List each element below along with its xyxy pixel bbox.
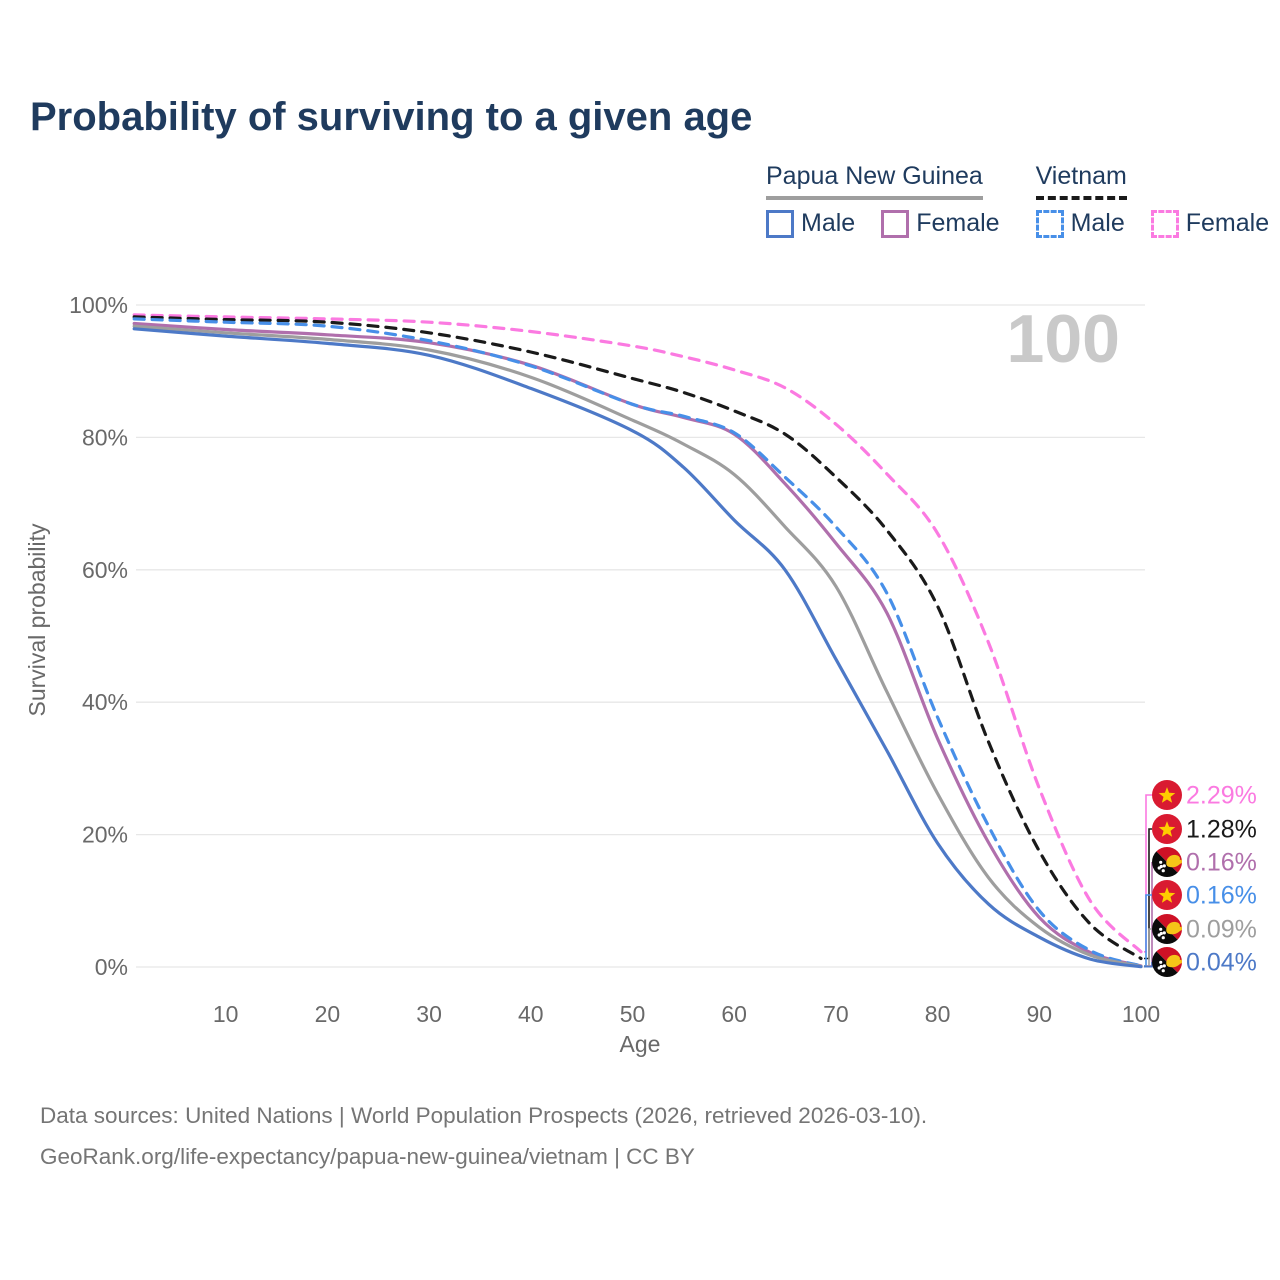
dashed-line-swatch-icon [1150,209,1179,238]
solid-line-swatch-icon [881,209,910,238]
y-tick-label: 100% [69,292,128,318]
y-tick-label: 60% [82,557,128,583]
watermark-100: 100 [1007,301,1120,377]
legend-group-vietnam: Vietnam Male Female [1035,162,1270,238]
flag-part [1159,960,1163,964]
legend-group-title: Papua New Guinea [766,162,983,200]
dashed-line-swatch-icon [1035,209,1064,238]
x-axis-title: Age [620,1031,661,1057]
end-label-vietnam-female: 2.29% [1186,782,1257,810]
end-label-papua-new-guinea-male: 0.04% [1186,949,1257,977]
flag-part [1162,931,1166,935]
legend-item-label: Female [916,209,1000,237]
legend-items: Male Female [766,209,1000,238]
flag-part [1161,869,1165,873]
x-tick-label: 60 [721,1001,747,1027]
series-line-papua-new-guinea-female [132,321,1143,968]
flag-part [1161,936,1165,940]
series-line-vietnam-female [132,313,1143,954]
x-tick-label: 90 [1027,1001,1053,1027]
vietnam-flag-icon [1152,814,1182,844]
flag-part [1159,931,1163,936]
flag-part [1166,854,1182,868]
series-line-papua-new-guinea-all [132,324,1143,968]
end-label-vietnam-male: 0.16% [1186,882,1257,910]
flag-part [1159,860,1163,864]
flag-part [1161,969,1165,973]
x-tick-label: 100 [1122,1001,1160,1027]
papua-new-guinea-flag-icon [1152,847,1182,877]
x-tick-label: 10 [213,1001,239,1027]
legend-group-title: Vietnam [1035,162,1127,200]
flag-part [1158,787,1176,803]
legend-items: Male Female [1035,209,1270,238]
flag-part [1159,864,1163,869]
x-tick-label: 70 [823,1001,849,1027]
leader-line-vietnam-female [1144,794,1152,953]
legend: Papua New Guinea Male Female Vietnam Male… [766,162,1269,238]
papua-new-guinea-flag-icon [1152,947,1182,977]
flag-part [1159,964,1163,969]
legend-item-label: Male [801,209,856,237]
x-tick-label: 40 [518,1001,544,1027]
vietnam-flag-icon [1152,880,1182,910]
x-tick-label: 80 [925,1001,951,1027]
legend-item-vietnam-male[interactable]: Male [1035,209,1125,238]
page-title: Probability of surviving to a given age [30,95,753,139]
y-tick-label: 20% [82,822,128,848]
y-tick-label: 0% [95,954,128,980]
leader-line-vietnam-male [1144,894,1152,967]
legend-item-papua-new-guinea-female[interactable]: Female [881,209,1000,238]
data-source-line2: GeoRank.org/life-expectancy/papua-new-gu… [40,1143,695,1169]
legend-group-papua-new-guinea: Papua New Guinea Male Female [766,162,1000,238]
flag-part [1166,954,1182,968]
legend-item-label: Male [1070,209,1125,237]
legend-item-label: Female [1185,209,1270,237]
series-line-vietnam-all [132,315,1143,961]
series-line-vietnam-male [132,317,1143,968]
data-source-note: Data sources: United Nations | World Pop… [40,1096,927,1177]
legend-item-papua-new-guinea-male[interactable]: Male [766,209,855,238]
legend-item-vietnam-female[interactable]: Female [1150,209,1270,238]
flag-part [1162,964,1166,968]
x-tick-label: 50 [620,1001,646,1027]
flag-part [1158,821,1176,837]
leader-line-papua-new-guinea-male [1144,962,1153,968]
flag-part [1158,887,1176,903]
vietnam-flag-icon [1152,780,1182,810]
y-tick-label: 40% [82,689,128,715]
x-tick-label: 20 [315,1001,341,1027]
x-tick-label: 30 [416,1001,442,1027]
end-label-papua-new-guinea-all: 0.09% [1186,916,1257,944]
flag-part [1159,927,1163,931]
papua-new-guinea-flag-icon [1152,914,1182,944]
flag-part [1162,864,1166,868]
series-line-papua-new-guinea-male [132,327,1143,969]
end-label-vietnam-all: 1.28% [1186,816,1257,844]
end-label-papua-new-guinea-female: 0.16% [1186,849,1257,877]
solid-line-swatch-icon [766,209,794,238]
y-tick-label: 80% [82,424,128,450]
flag-part [1166,921,1182,935]
y-axis-title: Survival probability [24,523,50,717]
data-source-line1: Data sources: United Nations | World Pop… [40,1103,928,1128]
